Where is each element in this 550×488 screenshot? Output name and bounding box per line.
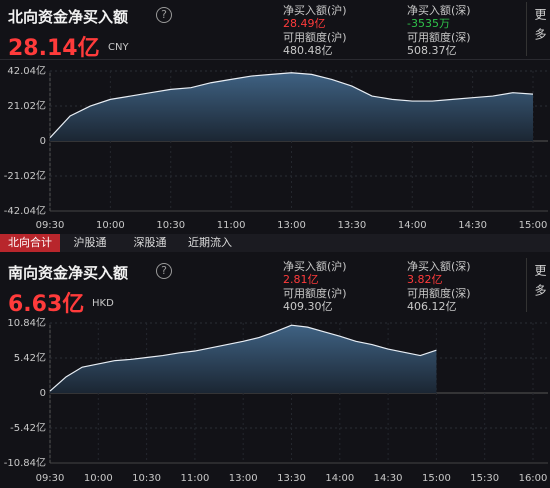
x-tick-label: 10:30 — [132, 473, 161, 484]
x-tick-label: 13:00 — [277, 220, 306, 231]
stat-label: 可用额度(沪) — [283, 31, 347, 44]
stat-value: 2.81亿 — [283, 273, 319, 286]
x-tick-label: 14:00 — [398, 220, 427, 231]
area — [50, 325, 437, 393]
help-icon[interactable]: ? — [156, 7, 172, 23]
stat-label: 可用额度(沪) — [283, 287, 347, 300]
tab[interactable]: 近期流入 — [188, 236, 232, 249]
y-tick-label: -5.42亿 — [10, 421, 46, 434]
y-tick-label: 0 — [40, 388, 46, 399]
tab[interactable]: 北向合计 — [0, 234, 60, 252]
y-tick-label: 21.02亿 — [7, 99, 46, 112]
tab[interactable]: 沪股通 — [73, 236, 107, 249]
stat-value: 406.12亿 — [407, 300, 457, 313]
tab[interactable]: 深股通 — [133, 236, 167, 249]
tab-bar: 北向合计 沪股通 深股通 近期流入 — [0, 234, 550, 252]
stat-label: 可用额度(深) — [407, 31, 471, 44]
y-tick-label: 0 — [40, 136, 46, 147]
separator — [526, 258, 527, 312]
more-button[interactable]: 更多 — [533, 264, 547, 304]
stat-label: 净买入额(沪) — [283, 260, 347, 273]
x-tick-label: 10:00 — [84, 473, 113, 484]
x-tick-label: 16:00 — [519, 473, 548, 484]
x-tick-label: 14:30 — [458, 220, 487, 231]
y-tick-label: -21.02亿 — [4, 169, 46, 182]
stat-value: 508.37亿 — [407, 44, 457, 57]
x-tick-label: 13:30 — [277, 473, 306, 484]
y-tick-label: -10.84亿 — [4, 456, 46, 469]
x-tick-label: 10:00 — [96, 220, 125, 231]
y-tick-label: 42.04亿 — [7, 64, 46, 77]
stat-value: -3535万 — [407, 17, 450, 30]
area — [50, 72, 533, 141]
x-tick-label: 11:00 — [180, 473, 209, 484]
stat-value: 409.30亿 — [283, 300, 333, 313]
panel-title: 南向资金净买入额 — [8, 264, 129, 282]
x-tick-label: 15:30 — [470, 473, 499, 484]
stat-label: 可用额度(深) — [407, 287, 471, 300]
stat-value: 28.49亿 — [283, 17, 326, 30]
x-tick-label: 14:00 — [325, 473, 354, 484]
x-tick-label: 11:00 — [217, 220, 246, 231]
net-amount: 6.63亿 — [8, 292, 85, 317]
x-tick-label: 09:30 — [36, 473, 65, 484]
x-tick-label: 15:00 — [519, 220, 548, 231]
stat-value: 3.82亿 — [407, 273, 443, 286]
more-button[interactable]: 更多 — [533, 8, 547, 48]
line — [49, 324, 437, 392]
divider — [0, 59, 550, 60]
x-tick-label: 09:30 — [36, 220, 65, 231]
line — [49, 72, 534, 139]
south-chart: 10.84亿 5.42亿 0 -5.42亿 -10.84亿 09:30 10:00 10:30… — [4, 316, 548, 484]
stat-value: 480.48亿 — [283, 44, 333, 57]
x-tick-label: 15:00 — [422, 473, 451, 484]
y-tick-label: -42.04亿 — [4, 204, 46, 217]
x-tick-label: 10:30 — [156, 220, 185, 231]
stat-label: 净买入额(深) — [407, 260, 471, 273]
y-tick-label: 5.42亿 — [14, 351, 46, 364]
x-tick-label: 14:30 — [374, 473, 403, 484]
currency: HKD — [92, 298, 114, 309]
stat-label: 净买入额(深) — [407, 4, 471, 17]
stat-label: 净买入额(沪) — [283, 4, 347, 17]
x-tick-label: 13:00 — [229, 473, 258, 484]
net-amount: 28.14亿 — [8, 36, 100, 61]
y-tick-label: 10.84亿 — [7, 316, 46, 329]
north-chart: 42.04亿 21.02亿 0 -21.02亿 -42.04亿 09:30 10:00 10:… — [4, 64, 548, 231]
help-icon[interactable]: ? — [156, 263, 172, 279]
x-tick-label: 13:30 — [337, 220, 366, 231]
separator — [526, 2, 527, 56]
panel-title: 北向资金净买入额 — [8, 8, 129, 26]
currency: CNY — [108, 42, 129, 53]
